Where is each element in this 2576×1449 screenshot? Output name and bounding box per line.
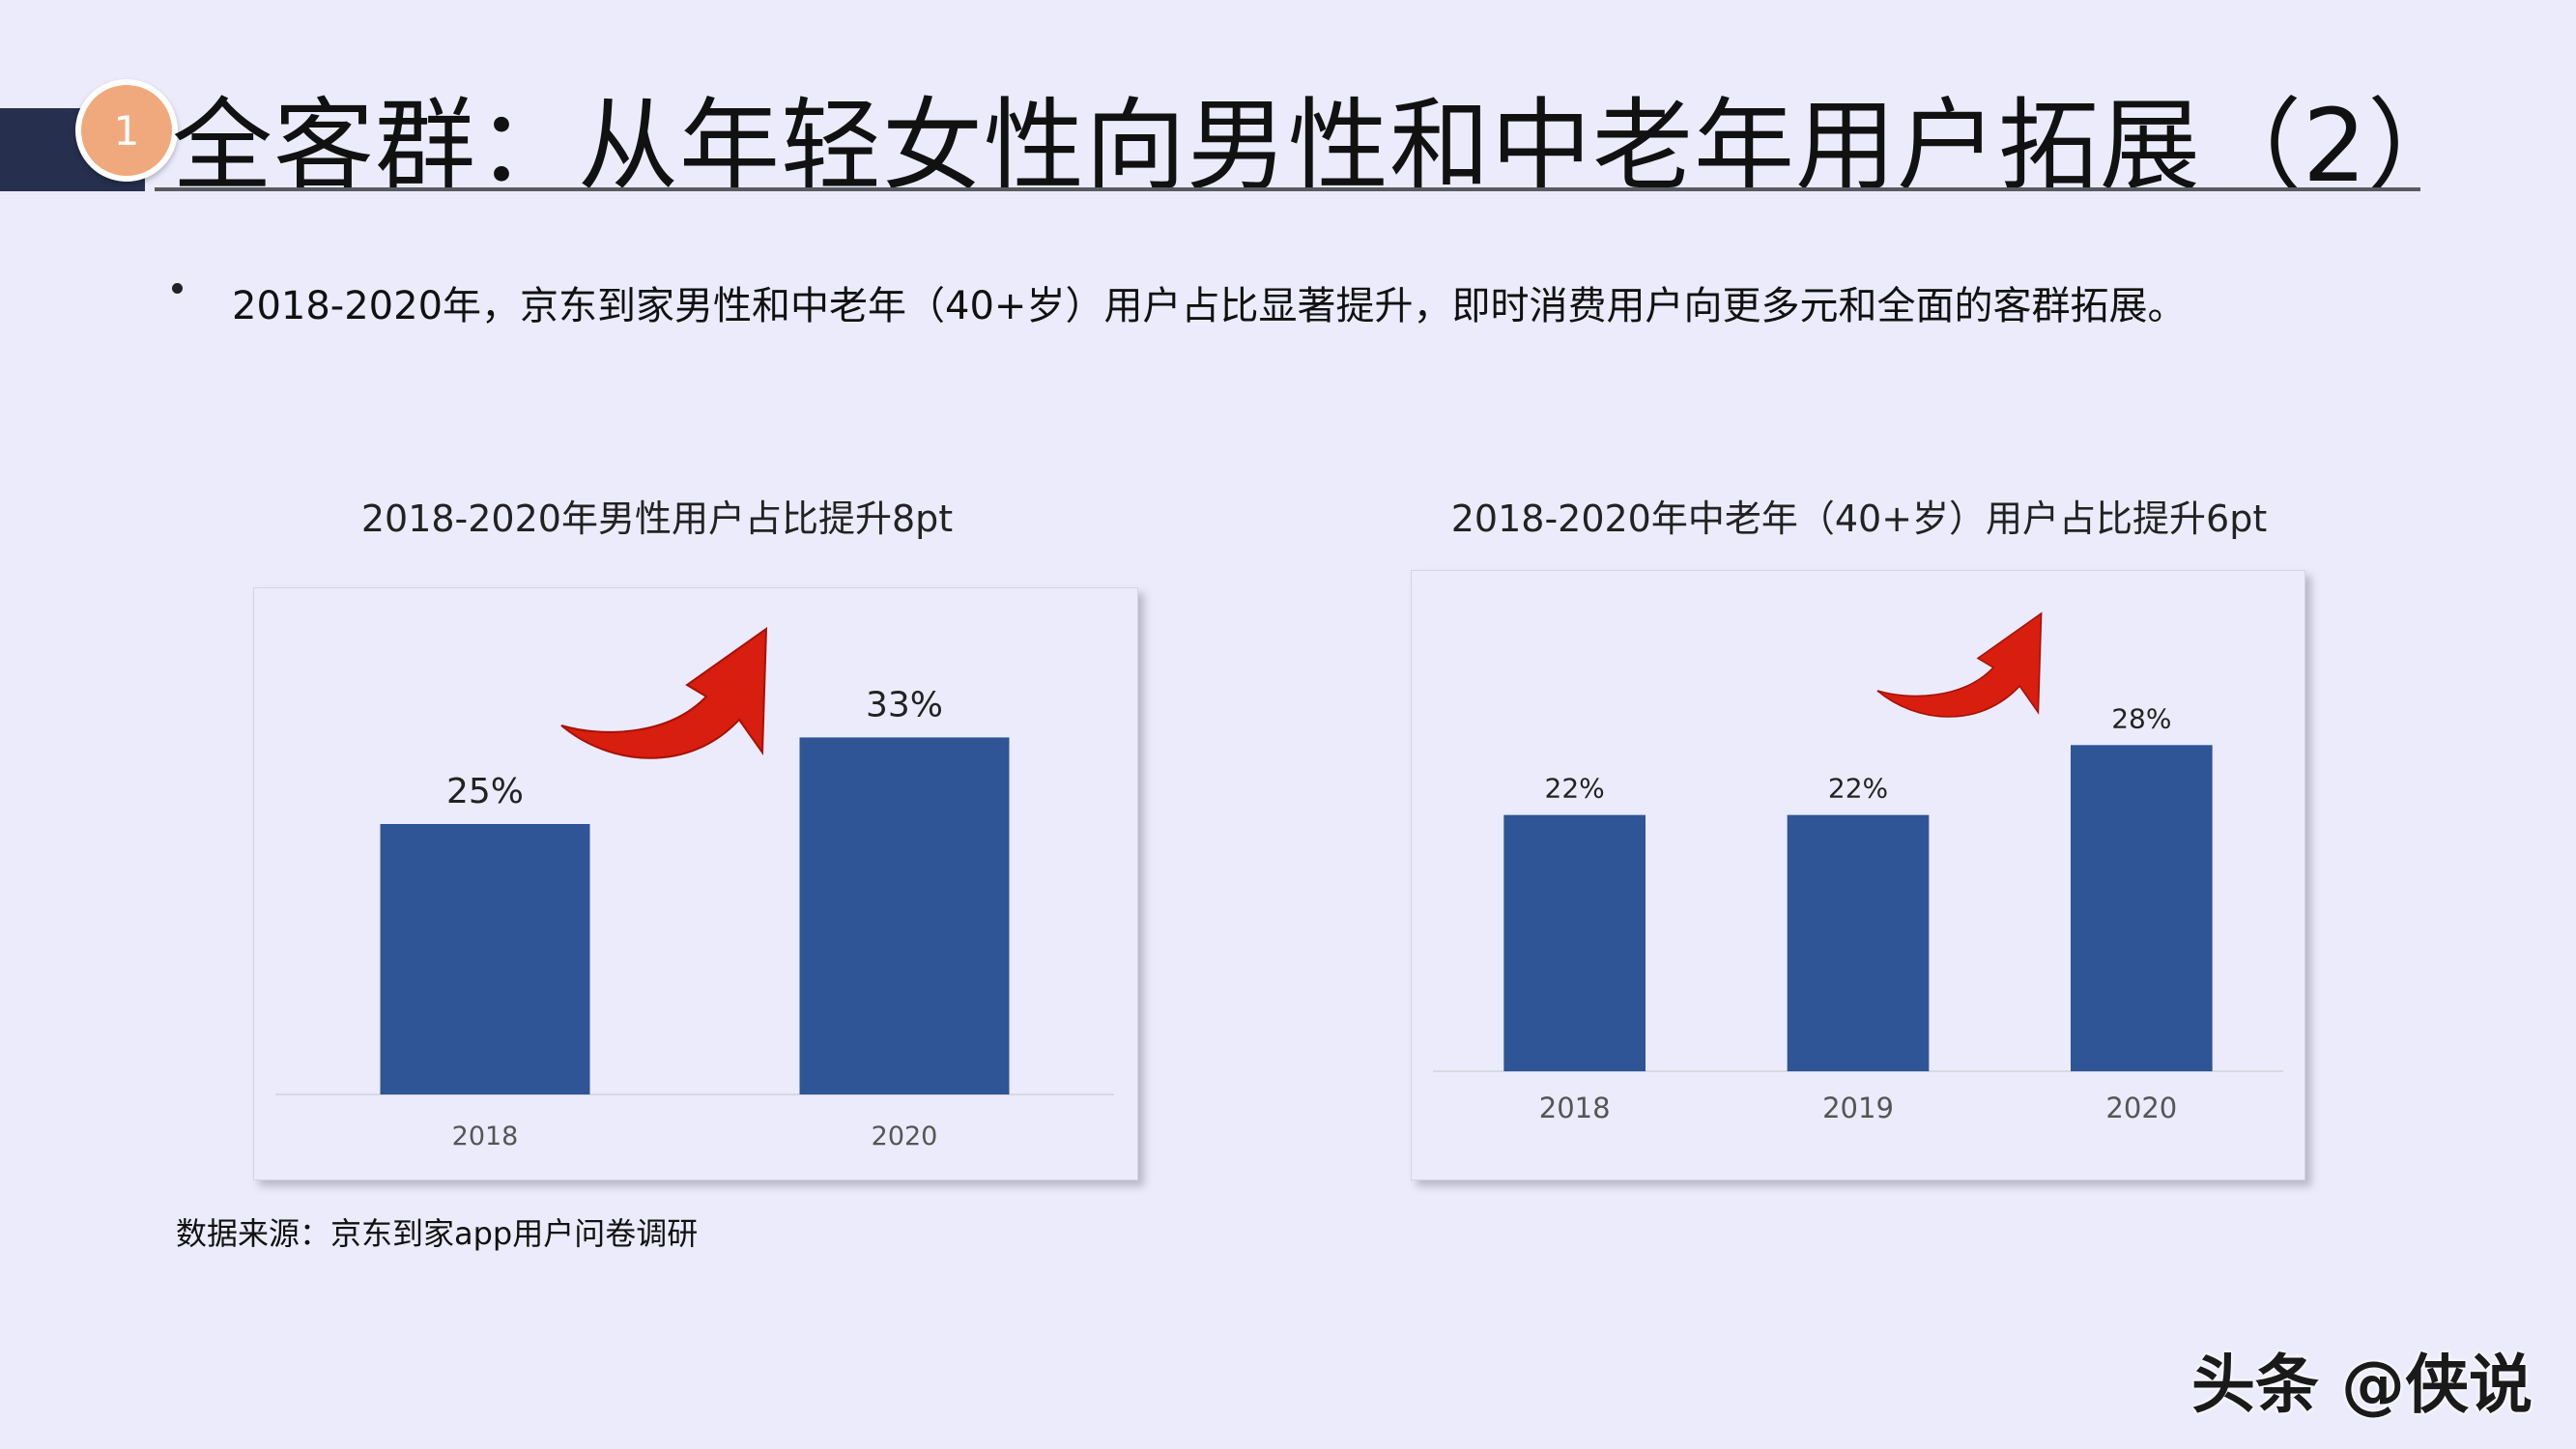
chart-2-tick-label: 2020 xyxy=(2105,1092,2177,1124)
chart-1-tick-label: 2020 xyxy=(872,1122,938,1151)
chart-2-data-label: 28% xyxy=(2111,702,2171,734)
bullet-text: 2018-2020年，京东到家男性和中老年（40+岁）用户占比显著提升，即时消费… xyxy=(232,284,2187,328)
chart-1-bar xyxy=(380,824,590,1094)
title-underline xyxy=(155,187,2420,191)
chart-1-title: 2018-2020年男性用户占比提升8pt xyxy=(360,497,954,540)
chart-2-data-label: 22% xyxy=(1828,773,1888,805)
chart-1-tick-label: 2018 xyxy=(452,1122,519,1151)
data-source-note: 数据来源：京东到家app用户问卷调研 xyxy=(176,1215,699,1252)
chart-2-data-label: 22% xyxy=(1545,773,1605,805)
chart-2-title: 2018-2020年中老年（40+岁）用户占比提升6pt xyxy=(1450,497,2268,540)
chart-2-bar xyxy=(2071,745,2213,1071)
chart-1-plot: 25% 2018 33% 2020 xyxy=(275,627,1114,1151)
page-title: 全客群：从年轻女性向男性和中老年用户拓展（2） xyxy=(172,87,2470,205)
chart-1-bar xyxy=(799,737,1010,1094)
chart-1-data-label: 25% xyxy=(446,772,524,811)
watermark: 头条 @侠说 xyxy=(2191,1348,2533,1422)
section-number-badge: 1 xyxy=(75,79,178,182)
chart-2-bar xyxy=(1503,814,1646,1071)
chart-2-plot: 22% 2018 22% 2019 28% 2020 xyxy=(1433,611,2283,1124)
chart-2-tick-label: 2018 xyxy=(1539,1092,1611,1124)
growth-arrow-icon xyxy=(560,627,768,759)
chart-2-bar xyxy=(1787,814,1930,1071)
chart-2-panel: 22% 2018 22% 2019 28% 2020 xyxy=(1411,570,2305,1180)
chart-1-data-label: 33% xyxy=(866,685,943,724)
chart-2-tick-label: 2019 xyxy=(1822,1092,1894,1124)
bullet-icon xyxy=(172,283,183,294)
chart-1-panel: 25% 2018 33% 2020 xyxy=(253,587,1138,1180)
growth-arrow-icon xyxy=(1876,611,2043,718)
